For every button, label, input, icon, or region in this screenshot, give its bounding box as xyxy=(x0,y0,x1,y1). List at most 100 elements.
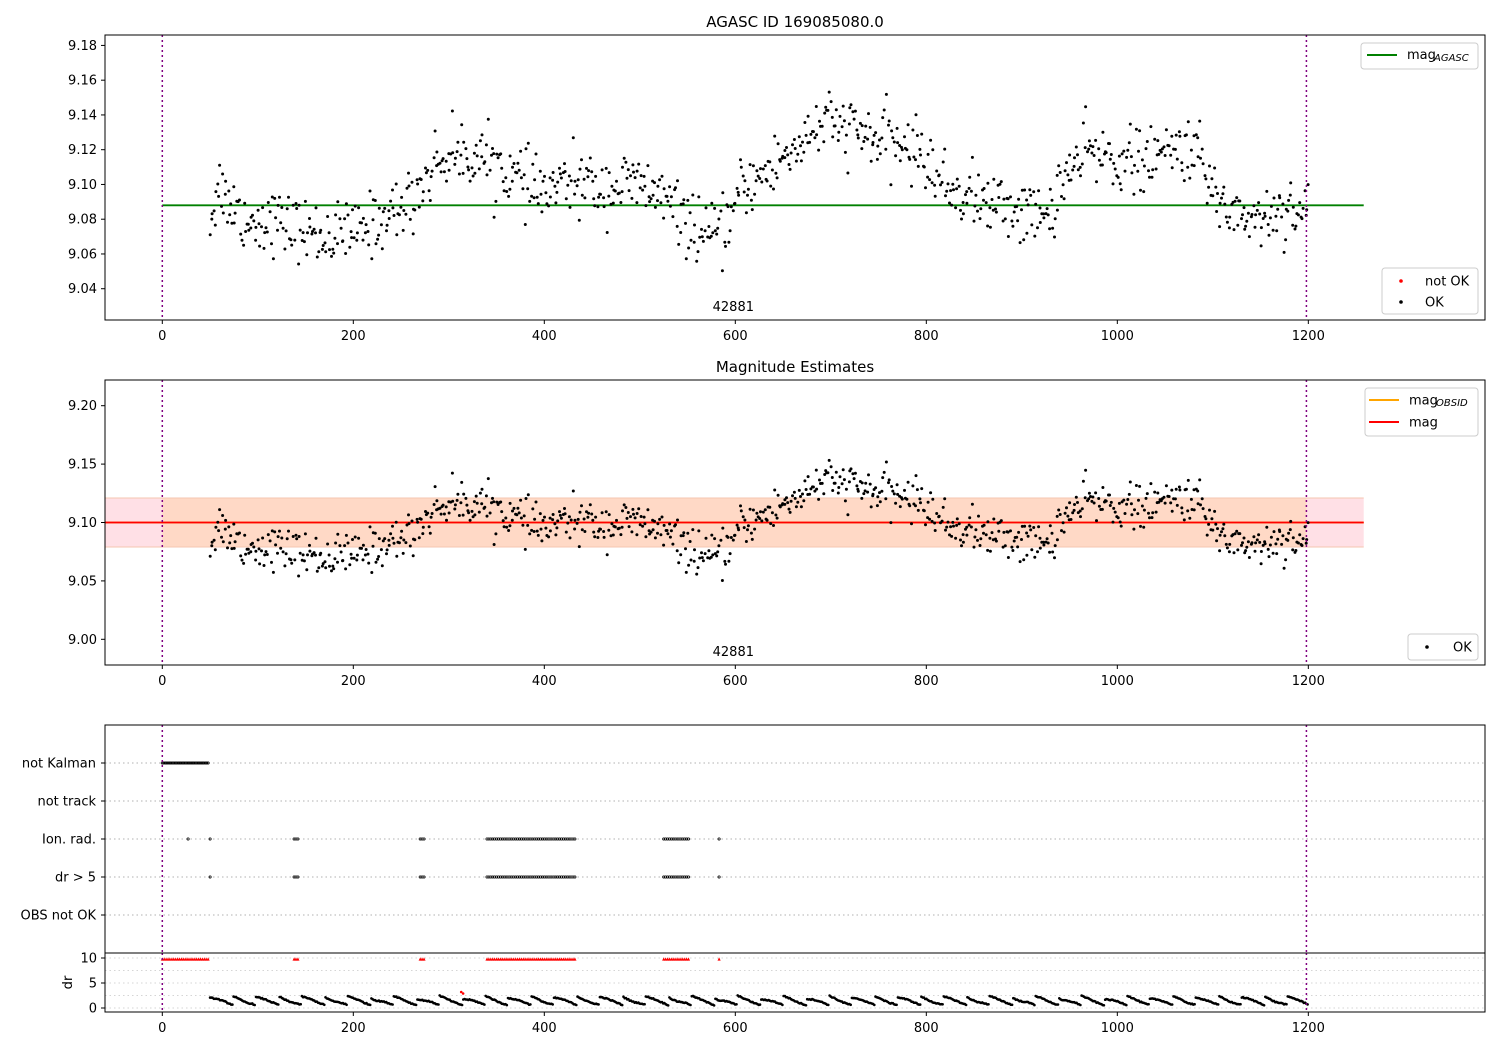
dr-point xyxy=(849,1003,852,1007)
data-point xyxy=(495,152,499,156)
data-point xyxy=(704,206,708,210)
flag-label: dr > 5 xyxy=(55,871,96,886)
data-point xyxy=(723,559,727,563)
data-point xyxy=(343,544,347,548)
data-point xyxy=(334,213,338,217)
data-point xyxy=(624,160,628,164)
data-point xyxy=(837,486,841,489)
data-point xyxy=(1051,550,1055,554)
data-point xyxy=(1092,501,1096,505)
data-point xyxy=(1170,134,1174,138)
data-point xyxy=(1132,192,1136,196)
data-point xyxy=(214,525,218,529)
data-point xyxy=(563,507,566,510)
dr-axis-label: dr xyxy=(61,975,76,989)
data-point xyxy=(1097,147,1101,151)
data-point xyxy=(941,160,945,164)
data-point xyxy=(465,503,469,507)
data-point xyxy=(566,521,570,525)
data-point xyxy=(774,171,778,175)
data-point xyxy=(1178,488,1182,492)
data-point xyxy=(344,252,348,255)
data-point xyxy=(607,171,611,175)
data-point xyxy=(1144,496,1148,500)
legend-box xyxy=(1360,42,1479,70)
data-point xyxy=(755,511,759,515)
data-point xyxy=(321,244,325,247)
data-point xyxy=(1215,210,1219,213)
dr-points xyxy=(208,990,1309,1007)
flag-marker xyxy=(167,761,171,765)
data-point xyxy=(427,525,431,529)
data-point xyxy=(268,539,272,543)
data-point xyxy=(783,156,787,160)
data-point xyxy=(796,500,800,504)
data-point xyxy=(221,172,225,176)
data-point xyxy=(1109,153,1113,156)
data-point xyxy=(1140,504,1144,508)
data-point xyxy=(1117,154,1121,158)
data-point xyxy=(1051,226,1055,230)
data-point xyxy=(505,525,509,529)
data-point xyxy=(908,157,912,161)
data-point xyxy=(739,504,742,508)
data-point xyxy=(1034,202,1038,206)
data-point xyxy=(787,507,791,511)
data-point xyxy=(519,149,523,153)
flag-label: not Kalman xyxy=(22,757,96,772)
panel1-xtick-label: 1000 xyxy=(1101,329,1134,344)
dr-point xyxy=(529,1003,532,1006)
data-point xyxy=(754,518,758,522)
dr-capped-marker xyxy=(168,957,172,961)
data-point xyxy=(785,496,788,500)
data-point xyxy=(447,168,451,172)
data-point xyxy=(610,184,614,188)
data-point xyxy=(991,208,995,212)
panel1-ytick-label: 9.12 xyxy=(68,143,97,158)
data-point xyxy=(371,544,375,548)
panel1-xtick-label: 600 xyxy=(723,329,748,344)
data-point xyxy=(217,194,221,198)
data-point xyxy=(336,560,339,564)
data-point xyxy=(1255,208,1259,212)
data-point xyxy=(1048,227,1052,231)
data-point xyxy=(308,225,312,229)
data-point xyxy=(874,486,878,490)
flag-marker xyxy=(186,837,190,841)
data-point xyxy=(573,518,577,522)
data-point xyxy=(392,214,396,217)
data-point xyxy=(504,176,508,180)
data-point xyxy=(274,216,278,220)
data-point xyxy=(711,553,715,557)
data-point xyxy=(324,250,328,254)
data-point xyxy=(573,527,577,531)
data-point xyxy=(1009,529,1012,533)
data-point xyxy=(1055,538,1059,542)
data-point xyxy=(563,170,567,173)
legend-marker xyxy=(1399,300,1403,304)
obsid-annotation: 42881 xyxy=(713,645,754,660)
data-point xyxy=(363,553,367,557)
data-point xyxy=(1214,185,1218,189)
data-point xyxy=(1122,149,1126,153)
panel2-xtick-label: 1200 xyxy=(1292,674,1325,689)
data-point xyxy=(965,525,969,529)
data-point xyxy=(824,105,828,109)
data-point xyxy=(1097,504,1101,508)
data-point xyxy=(814,468,818,472)
data-point xyxy=(727,559,731,563)
data-point xyxy=(631,163,635,167)
data-point xyxy=(1280,542,1284,546)
data-point xyxy=(968,175,972,179)
data-point xyxy=(305,253,309,257)
data-point xyxy=(600,511,604,515)
data-point xyxy=(700,556,704,560)
data-point xyxy=(629,174,632,178)
data-point xyxy=(753,192,757,196)
data-point xyxy=(1148,516,1151,520)
data-point xyxy=(1037,189,1041,193)
data-point xyxy=(951,520,955,524)
data-point xyxy=(551,171,555,174)
data-point xyxy=(220,204,223,208)
